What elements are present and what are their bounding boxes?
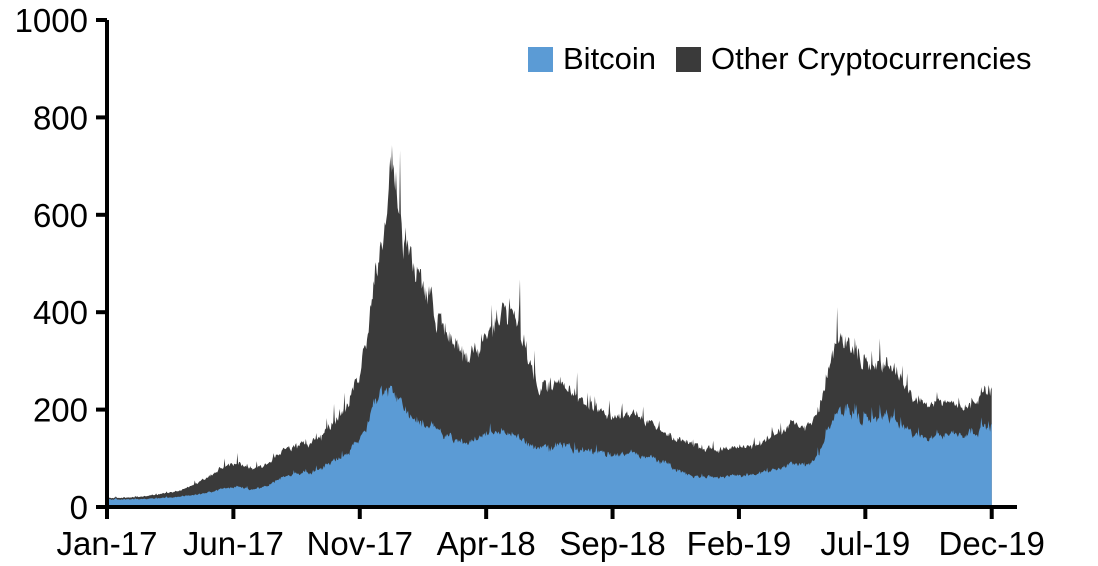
- x-tick-label-apr-18: Apr-18: [437, 525, 536, 562]
- legend-swatch-other: [676, 47, 701, 72]
- x-tick-label-feb-19: Feb-19: [687, 525, 792, 562]
- y-tick-label-600: 600: [33, 197, 88, 234]
- y-tick-label-200: 200: [33, 392, 88, 429]
- x-tick-label-dec-19: Dec-19: [939, 525, 1045, 562]
- x-tick-label-nov-17: Nov-17: [307, 525, 413, 562]
- legend-label-bitcoin: Bitcoin: [563, 41, 656, 76]
- y-tick-label-0: 0: [70, 489, 88, 526]
- y-axis: 1000 800 600 400 200 0: [15, 2, 109, 526]
- x-tick-marks: [105, 507, 994, 519]
- x-tick-labels: Jan-17 Jun-17 Nov-17 Apr-18 Sep-18 Feb-19 Jul-…: [57, 525, 1045, 562]
- y-tick-label-400: 400: [33, 294, 88, 331]
- x-axis: Jan-17 Jun-17 Nov-17 Apr-18 Sep-18 Feb-19 Jul-…: [57, 505, 1045, 562]
- y-tick-labels: 1000 800 600 400 200 0: [15, 2, 88, 526]
- area-bitcoin: [107, 385, 992, 507]
- plot-area: [107, 145, 992, 507]
- y-tick-label-1000: 1000: [15, 2, 88, 39]
- x-tick-label-jul-19: Jul-19: [820, 525, 910, 562]
- chart-legend: Bitcoin Other Cryptocurrencies: [528, 41, 1031, 76]
- legend-label-other: Other Cryptocurrencies: [711, 41, 1031, 76]
- y-tick-label-800: 800: [33, 99, 88, 136]
- legend-swatch-bitcoin: [528, 47, 553, 72]
- x-tick-label-jan-17: Jan-17: [57, 525, 158, 562]
- x-tick-label-sep-18: Sep-18: [559, 525, 665, 562]
- x-tick-label-jun-17: Jun-17: [183, 525, 284, 562]
